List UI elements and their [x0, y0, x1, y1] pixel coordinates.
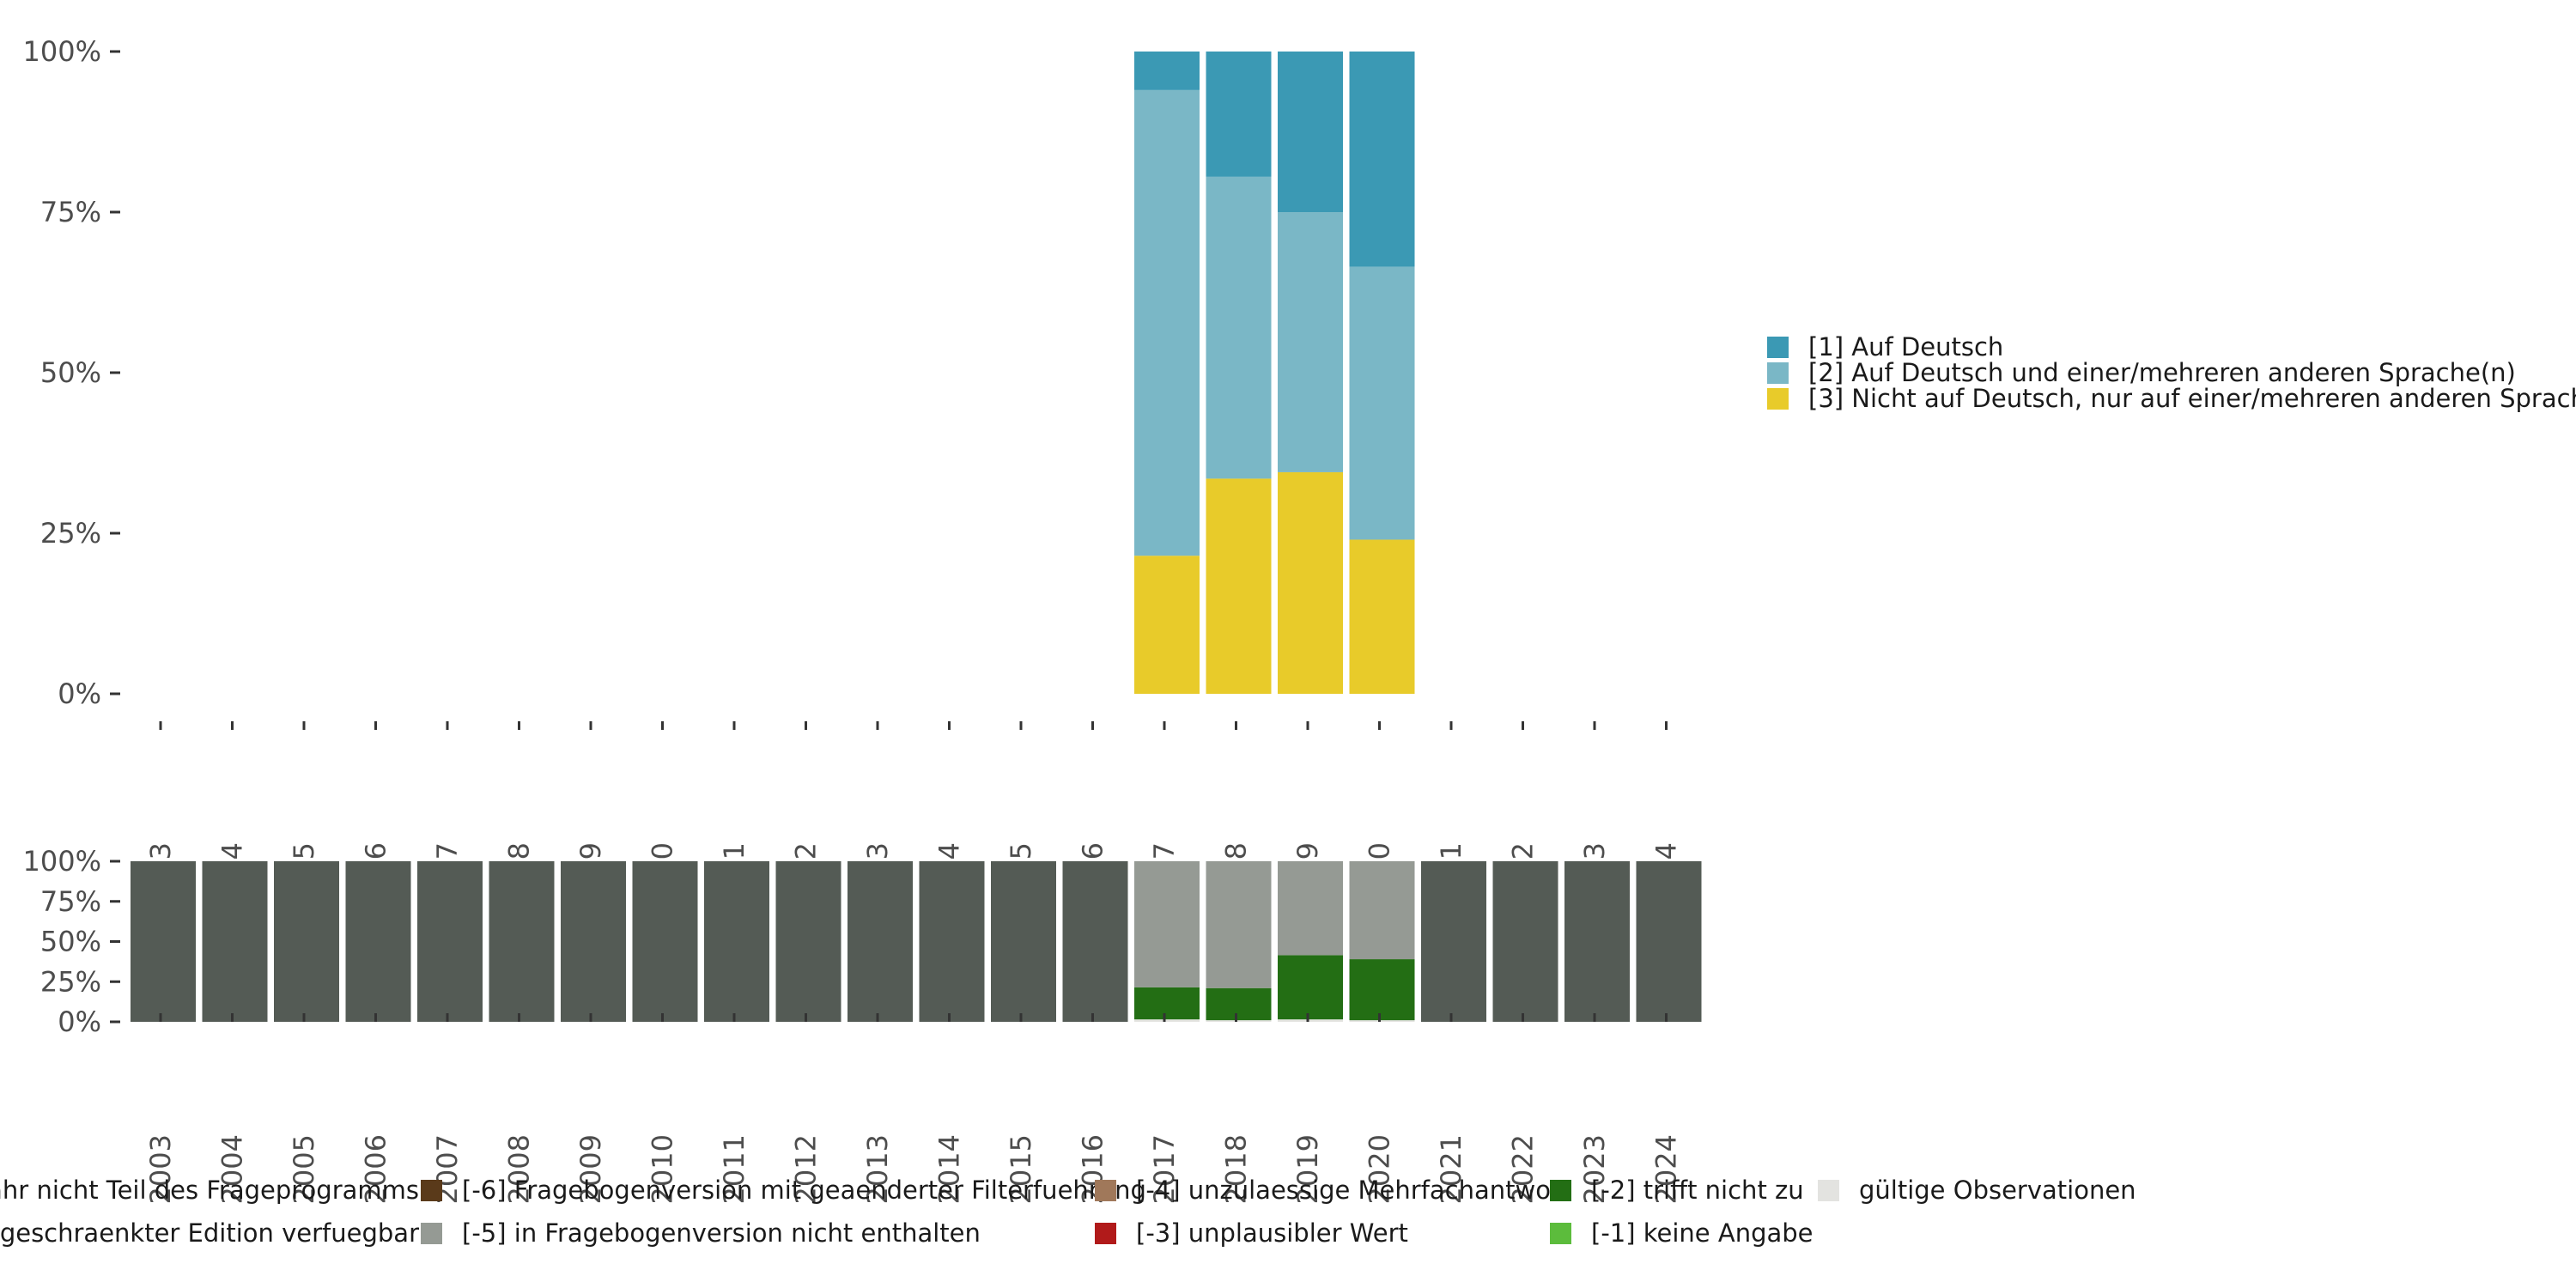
bottom-bar-2022-not_in_program	[1492, 861, 1558, 1022]
bottom-legend-label: [-1] keine Angabe	[1591, 1218, 1814, 1248]
top-legend: [1] Auf Deutsch[2] Auf Deutsch und einer…	[1767, 332, 2576, 413]
bottom-bar-2011-not_in_program	[704, 861, 769, 1022]
bottom-legend-swatch	[421, 1223, 442, 1244]
bottom-bar-2015-not_in_program	[991, 861, 1056, 1022]
bottom-bar-2023-not_in_program	[1564, 861, 1630, 1022]
bottom-bar-2004-not_in_program	[202, 861, 268, 1022]
bottom-x-tick-label: 2013	[861, 1134, 894, 1204]
bottom-x-tick-label: 2023	[1578, 1134, 1611, 1204]
bottom-legend-swatch	[1095, 1223, 1116, 1244]
bottom-x-tick-label: 2019	[1291, 1134, 1324, 1204]
top-bar-2017-c1	[1134, 52, 1200, 90]
bottom-bar-2021-not_in_program	[1421, 861, 1486, 1022]
bottom-bar-2019-m2	[1278, 955, 1343, 1020]
bottom-x-tick-label: 2004	[216, 1134, 249, 1204]
bottom-x-tick-label: 2005	[288, 1134, 320, 1204]
bottom-bar-2017-valid	[1134, 1019, 1200, 1022]
top-legend-label: [3] Nicht auf Deutsch, nur auf einer/meh…	[1808, 384, 2576, 413]
bottom-bar-2016-not_in_program	[1062, 861, 1128, 1022]
bottom-legend: [-8] Frage im Jahr nicht Teil des Fragep…	[0, 1176, 2136, 1248]
top-bar-2019-c1	[1278, 52, 1343, 212]
bottom-x-tick-label: 2018	[1220, 1134, 1253, 1204]
top-stacked-bar-chart: 0%25%50%75%100%2003200420052006200720082…	[23, 35, 1683, 912]
bottom-legend-label: gültige Observationen	[1859, 1176, 2136, 1205]
bottom-legend-swatch	[1095, 1180, 1116, 1201]
bottom-bar-2010-not_in_program	[632, 861, 698, 1022]
top-y-tick-label: 100%	[23, 35, 101, 68]
bottom-bar-2019-valid	[1278, 1019, 1343, 1022]
bottom-legend-label: [-3] unplausibler Wert	[1136, 1218, 1408, 1248]
bottom-legend-label: [-6] Fragebogenversion mit geaenderter F…	[462, 1176, 1146, 1205]
bottom-bar-2006-not_in_program	[345, 861, 411, 1022]
bottom-x-tick-label: 2011	[718, 1134, 750, 1204]
top-y-tick-label: 25%	[40, 517, 101, 550]
bottom-x-tick-label: 2017	[1148, 1134, 1181, 1204]
bottom-y-tick-label: 75%	[40, 885, 101, 918]
bottom-bar-2009-not_in_program	[561, 861, 626, 1022]
bottom-x-tick-label: 2010	[647, 1134, 679, 1204]
bottom-bar-2018-valid	[1206, 1020, 1272, 1022]
bottom-y-tick-label: 0%	[58, 1005, 101, 1038]
bottom-y-tick-label: 100%	[23, 845, 101, 878]
bottom-bar-2017-m2	[1134, 987, 1200, 1020]
bottom-bar-2020-m2	[1349, 959, 1415, 1021]
top-bar-2017-c2	[1134, 89, 1200, 556]
bottom-legend-label: [-4] unzulaessige Mehrfachantwort	[1136, 1176, 1571, 1205]
bottom-x-tick-label: 2014	[933, 1134, 966, 1204]
bottom-bar-2019-m5	[1278, 861, 1343, 956]
bottom-bar-2018-m5	[1206, 861, 1272, 988]
top-bar-2019-c3	[1278, 471, 1343, 694]
bottom-bar-2012-not_in_program	[775, 861, 841, 1022]
top-bar-2018-c2	[1206, 176, 1272, 479]
bottom-legend-swatch	[1550, 1180, 1571, 1201]
bottom-bar-2005-not_in_program	[274, 861, 339, 1022]
bottom-legend-swatch	[421, 1180, 442, 1201]
top-bar-2020-c3	[1349, 539, 1415, 694]
bottom-y-tick-label: 50%	[40, 926, 101, 958]
top-legend-swatch	[1767, 362, 1789, 384]
bottom-x-tick-label: 2008	[503, 1134, 536, 1204]
bottom-x-tick-label: 2015	[1005, 1134, 1037, 1204]
top-bar-2018-c3	[1206, 478, 1272, 694]
bottom-x-tick-label: 2009	[574, 1134, 607, 1204]
bottom-bar-2017-m5	[1134, 861, 1200, 987]
bottom-bar-2024-not_in_program	[1636, 861, 1702, 1022]
bottom-bar-2007-not_in_program	[417, 861, 483, 1022]
top-bar-2017-c3	[1134, 556, 1200, 694]
top-bar-2020-c1	[1349, 52, 1415, 267]
bottom-legend-label: [-7] Nur in eingeschraenkter Edition ver…	[0, 1218, 419, 1248]
bottom-x-tick-label: 2021	[1435, 1134, 1467, 1204]
top-bar-2020-c2	[1349, 266, 1415, 540]
bottom-x-tick-label: 2024	[1650, 1134, 1683, 1204]
bottom-bar-2018-m2	[1206, 987, 1272, 1021]
bottom-legend-swatch	[1550, 1223, 1571, 1244]
bottom-bar-2020-m5	[1349, 861, 1415, 960]
bottom-missing-values-chart: 0%25%50%75%100%2003 2004 2005 2006 2007 2008 2…	[23, 845, 1702, 1204]
top-legend-label: [1] Auf Deutsch	[1808, 332, 2003, 361]
bottom-bar-2013-not_in_program	[848, 861, 913, 1022]
bottom-bar-2014-not_in_program	[919, 861, 985, 1022]
top-y-tick-label: 0%	[58, 677, 101, 710]
bottom-y-tick-label: 25%	[40, 965, 101, 998]
bottom-bar-2003-not_in_program	[131, 861, 196, 1022]
bottom-x-tick-label: 2012	[790, 1134, 823, 1204]
bottom-legend-label: [-8] Frage im Jahr nicht Teil des Fragep…	[0, 1176, 419, 1205]
top-y-tick-label: 50%	[40, 356, 101, 389]
bottom-bar-2008-not_in_program	[489, 861, 555, 1022]
bottom-legend-label: [-2] trifft nicht zu	[1591, 1176, 1804, 1205]
bottom-legend-label: [-5] in Fragebogenversion nicht enthalte…	[462, 1218, 981, 1248]
bottom-x-tick-label: 2022	[1507, 1134, 1540, 1204]
bottom-legend-swatch	[1818, 1180, 1839, 1201]
top-bar-2019-c2	[1278, 212, 1343, 472]
top-legend-swatch	[1767, 337, 1789, 358]
top-legend-label: [2] Auf Deutsch und einer/mehreren ander…	[1808, 358, 2516, 387]
bottom-x-tick-label: 2006	[360, 1134, 392, 1204]
top-bar-2018-c1	[1206, 52, 1272, 177]
top-y-tick-label: 75%	[40, 196, 101, 228]
bottom-x-tick-label: 2020	[1364, 1134, 1396, 1204]
bottom-x-tick-label: 2003	[144, 1134, 177, 1204]
top-legend-swatch	[1767, 388, 1789, 410]
bottom-bar-2020-valid	[1349, 1020, 1415, 1022]
